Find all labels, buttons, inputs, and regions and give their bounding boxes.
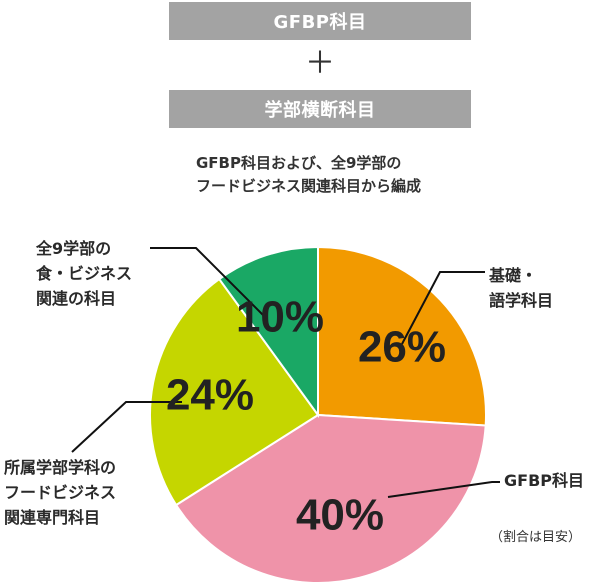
slice-label-department: 所属学部学科の フードビジネス 関連専門科目 [4, 455, 116, 530]
leader-line-all-faculties [150, 247, 267, 319]
pie-slice-basic-language [317, 245, 487, 427]
chart-subtitle: GFBP科目および、全9学部の フードビジネス関連科目から編成 [196, 152, 456, 198]
slice-label-line: 関連の科目 [36, 289, 117, 308]
slice-label-basic-language: 基礎・ 語学科目 [489, 263, 553, 313]
slice-label-gfbp: GFBP科目 [504, 468, 584, 493]
pie-value-label-department: 24% [166, 371, 254, 420]
cross-faculty-header-text: 学部横断科目 [264, 100, 376, 121]
subtitle-line-2: フードビジネス関連科目から編成 [196, 177, 422, 195]
ratio-note: （割合は目安） [490, 530, 582, 545]
slice-label-all-faculties: 全9学部の 食・ビジネス 関連の科目 [36, 236, 132, 311]
slice-label-line: 語学科目 [489, 291, 554, 310]
gfbp-header-text: GFBP科目 [273, 12, 367, 33]
slice-label-line: 全9学部の [36, 239, 112, 258]
pie-value-label-gfbp: 40% [296, 491, 384, 540]
slice-label-line: フードビジネス [4, 483, 117, 502]
cross-faculty-header-bar: 学部横断科目 [169, 90, 471, 128]
slice-label-line: 基礎・ [489, 266, 538, 285]
slice-label-line: 食・ビジネス [36, 264, 133, 283]
slice-label-line: 関連専門科目 [4, 508, 101, 527]
leader-line-gfbp [387, 481, 500, 498]
subtitle-line-1: GFBP科目および、全9学部の [196, 154, 402, 172]
pie-value-label-basic-language: 26% [358, 323, 446, 372]
slice-label-line: GFBP科目 [504, 471, 584, 490]
pie-value-label-all-faculties: 10% [236, 293, 324, 342]
slice-label-line: 所属学部学科の [4, 458, 117, 477]
leader-line-basic-language [401, 271, 485, 345]
gfbp-header-bar: GFBP科目 [169, 2, 471, 40]
pie-slice-all-faculties [217, 245, 319, 419]
pie-slice-department [149, 277, 320, 507]
leader-line-department [71, 401, 182, 453]
plus-sign: ＋ [305, 46, 335, 81]
